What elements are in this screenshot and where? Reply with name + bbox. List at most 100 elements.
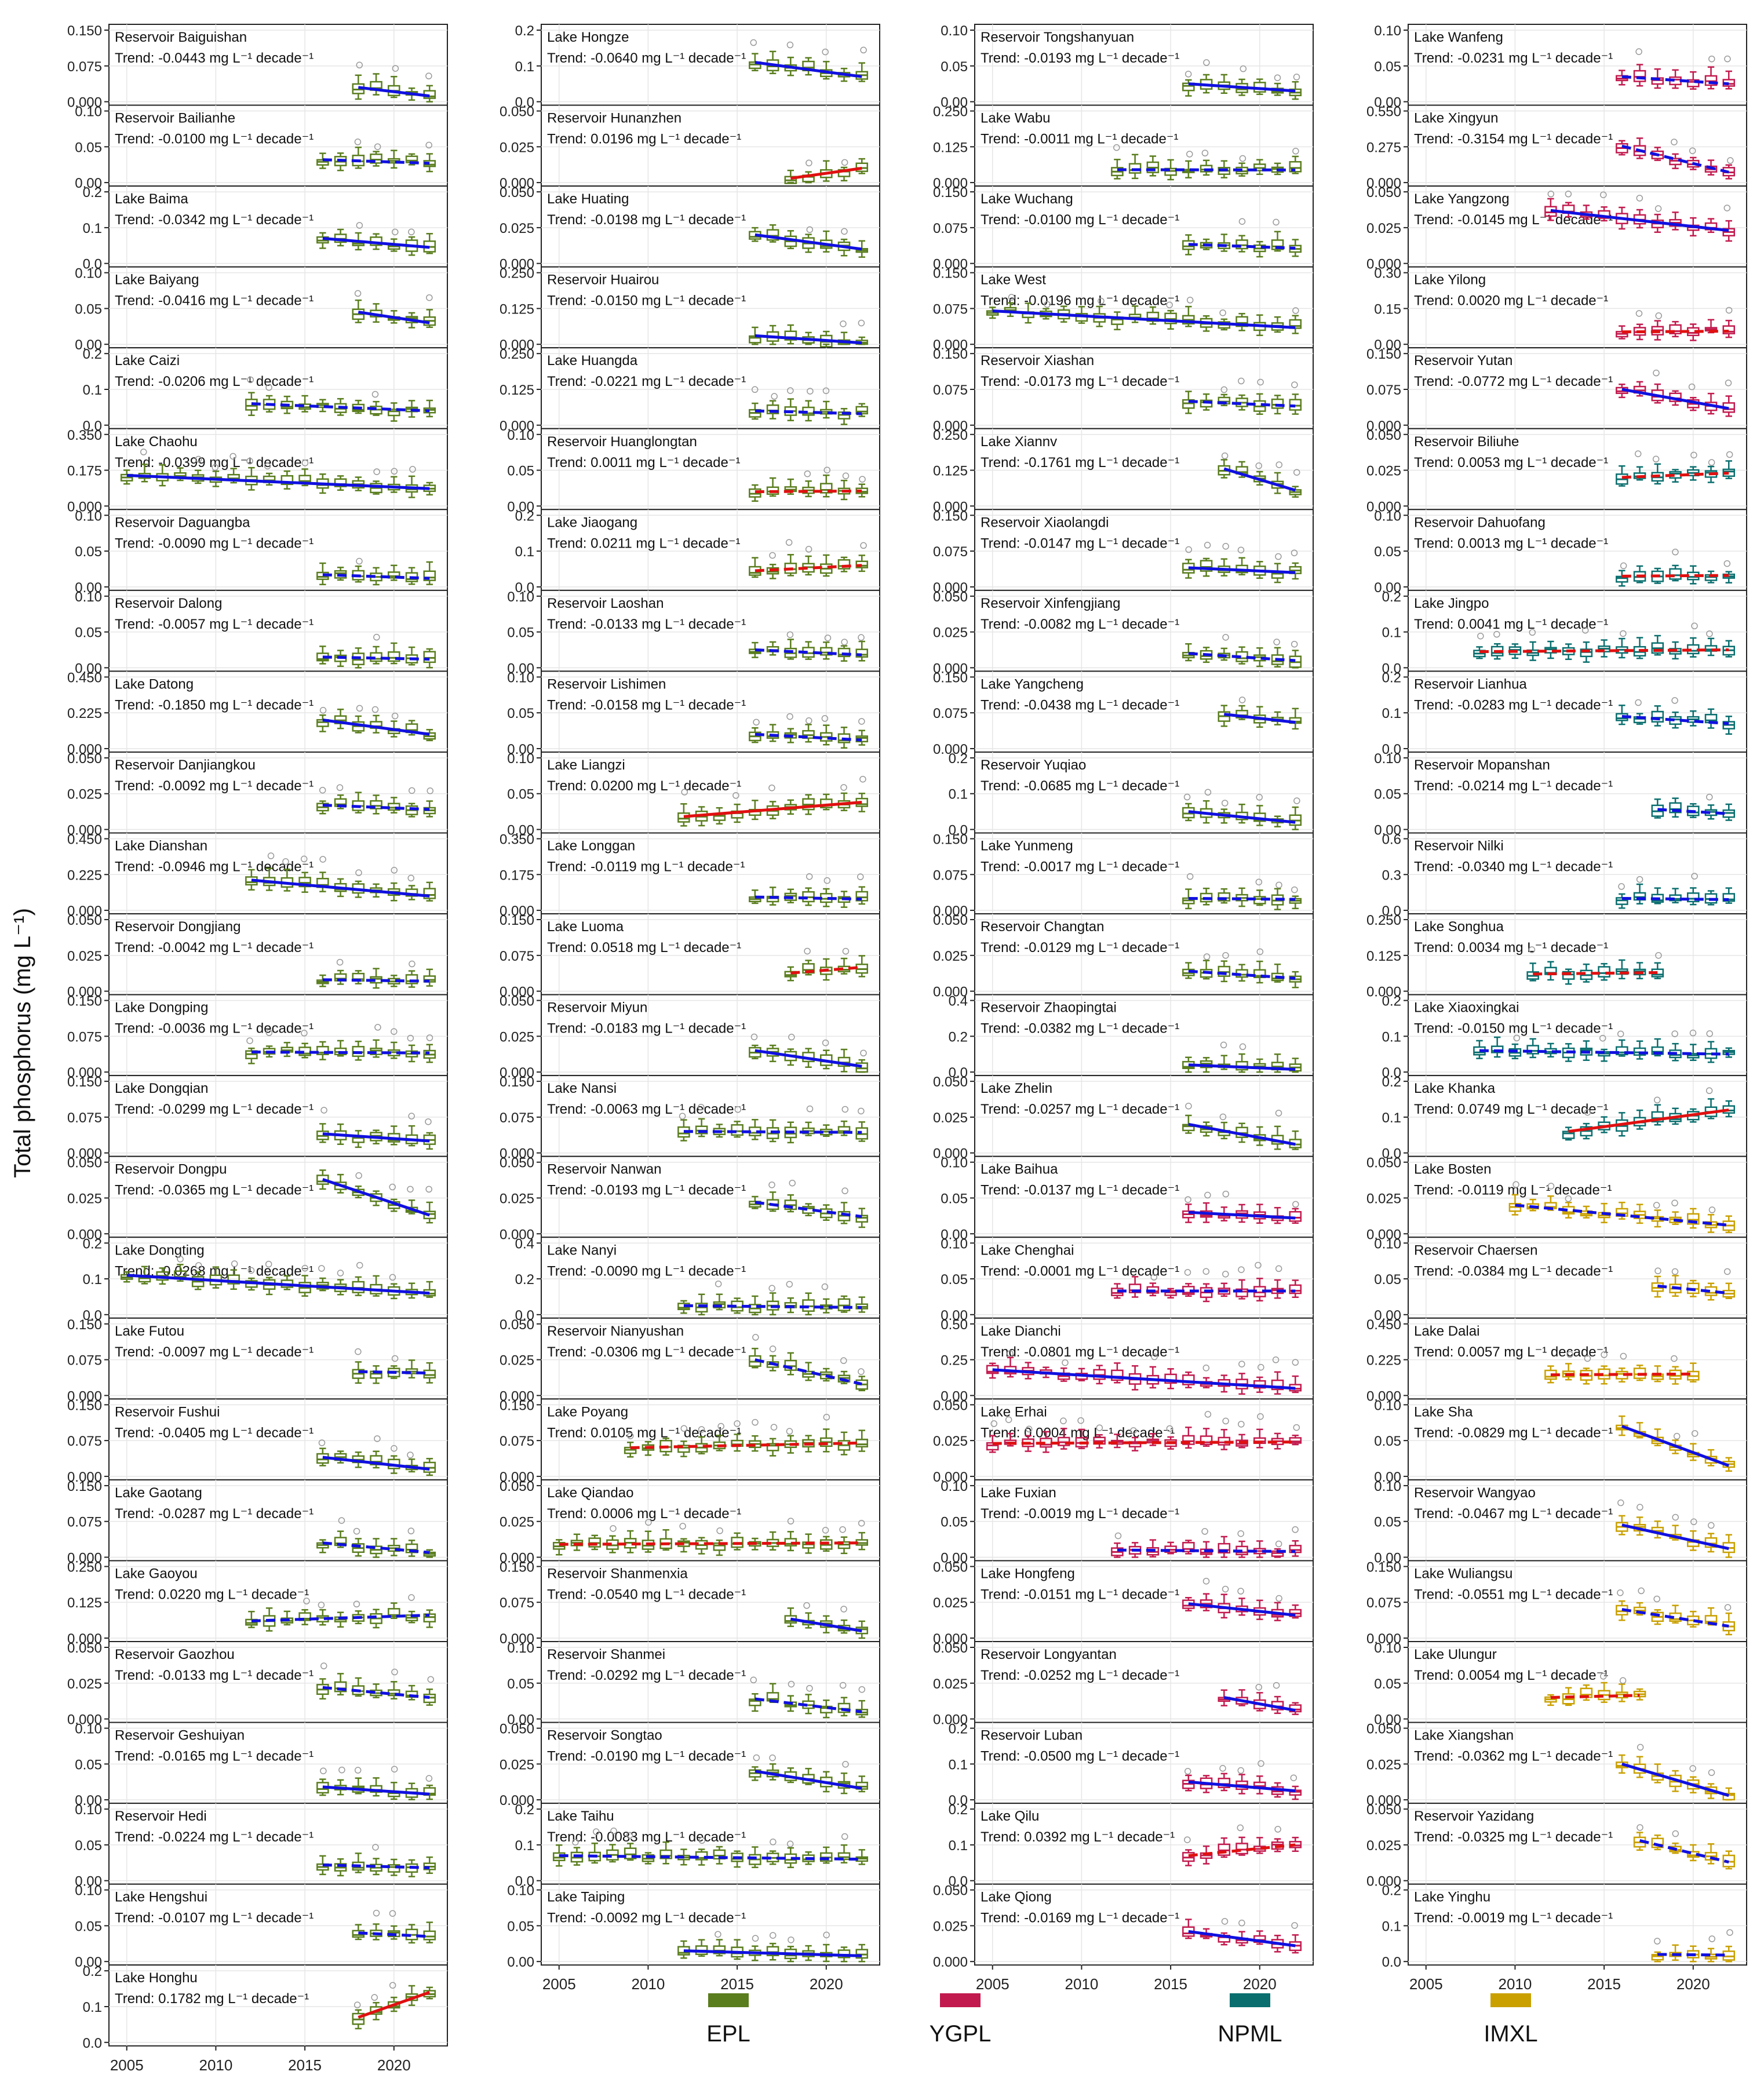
y-tick-label: 0.150	[67, 1074, 102, 1090]
panel-frame	[541, 913, 880, 995]
panel-frame	[541, 1641, 880, 1723]
y-tick-label: 0.10	[507, 670, 534, 685]
outlier	[1166, 301, 1173, 308]
y-tick-label: 0.450	[67, 832, 102, 848]
y-tick-label: 0.10	[75, 508, 102, 524]
outlier	[300, 855, 308, 863]
outlier	[391, 1355, 399, 1362]
panel-lake-wabu: 0.000 0.125 0.250 Lake Wabu Trend: -0.0011 m…	[933, 104, 1314, 191]
panel-frame	[974, 266, 1314, 349]
panel-title: Lake Nanyi	[547, 1242, 617, 1258]
panel-title: Reservoir Huanglongtan	[547, 434, 697, 450]
box-body	[405, 974, 418, 984]
y-tick-label: 0.000	[500, 1146, 534, 1162]
box-body	[855, 1781, 869, 1790]
outlier	[626, 1832, 633, 1839]
trend-line	[1188, 82, 1296, 93]
panel-reservoir-miyun: 0.000 0.025 0.050 Reservoir Miyun Trend: -0.…	[500, 994, 880, 1081]
trend-line	[322, 1785, 430, 1796]
y-tick-label: 0.000	[67, 742, 102, 757]
outlier	[408, 228, 415, 236]
y-tick-label: 0.05	[507, 625, 534, 641]
panel-title: Lake Dongting	[115, 1242, 205, 1258]
trend-line	[251, 878, 430, 898]
box-2019	[370, 468, 382, 495]
panel-lake-futou: 0.000 0.075 0.150 Lake Futou Trend: -0.0097 …	[67, 1317, 448, 1404]
outlier	[768, 784, 775, 792]
y-tick-label: 0.0	[515, 580, 534, 596]
y-tick-label: 0.050	[933, 913, 968, 928]
trend-line	[683, 1304, 862, 1309]
panel-frame	[541, 1398, 880, 1480]
y-tick-label: 0.150	[500, 913, 534, 928]
box-body	[423, 975, 436, 983]
box-2019	[370, 1365, 382, 1384]
outlier	[391, 1445, 398, 1452]
outlier	[407, 1452, 414, 1458]
box-2016	[316, 646, 329, 665]
panel-title: Lake Hengshui	[115, 1890, 207, 1905]
panel-trend: Trend: -0.0685 mg L⁻¹ decade⁻¹	[981, 778, 1179, 794]
box-body	[820, 483, 833, 494]
panel-title: Lake Xiannv	[981, 434, 1057, 450]
trend-line	[755, 61, 862, 78]
panel-lake-hengshui: 0.00 0.05 0.10 Lake Hengshui Trend: -0.0107 …	[75, 1883, 448, 1970]
panel-title: Reservoir Baiguishan	[115, 30, 247, 45]
box-2020	[1253, 240, 1266, 258]
outlier	[822, 1039, 829, 1046]
panel-trend: Trend: -0.0119 mg L⁻¹ decade⁻¹	[547, 859, 745, 875]
y-tick-label: 0.00	[507, 499, 534, 515]
outlier	[841, 159, 848, 166]
outlier	[1220, 386, 1228, 393]
y-tick-label: 0.000	[67, 1146, 102, 1162]
panel-title: Reservoir Nianyushan	[547, 1323, 684, 1339]
box-2018	[784, 169, 797, 184]
outlier	[785, 539, 793, 546]
outlier	[246, 1037, 253, 1044]
y-tick-label: 0.10	[75, 1722, 102, 1737]
outlier	[822, 1527, 829, 1534]
y-tick-label: 0.250	[500, 347, 534, 362]
box-2022	[423, 1362, 436, 1384]
y-tick-label: 0.2	[83, 1964, 102, 1979]
panel-trend: Trend: -0.0198 mg L⁻¹ decade⁻¹	[547, 212, 746, 228]
box-2019	[1235, 313, 1248, 331]
y-tick-label: 0.05	[75, 301, 102, 317]
y-tick-label: 0.000	[933, 499, 968, 515]
panel-reservoir-hedi: 0.00 0.05 0.10 Reservoir Hedi Trend: -0.0224…	[75, 1802, 448, 1890]
x-tick-label: 2010	[631, 1975, 665, 1993]
panel-frame	[974, 347, 1314, 429]
box-2019	[802, 470, 815, 498]
y-tick-label: 0.1	[515, 1838, 534, 1854]
box-2018	[352, 2001, 365, 2030]
box-2007	[588, 1534, 601, 1551]
outlier	[858, 1107, 865, 1115]
y-tick-label: 0.350	[67, 428, 102, 443]
outlier	[769, 552, 776, 559]
panel-trend: Trend: -0.0193 mg L⁻¹ decade⁻¹	[981, 50, 1179, 66]
panel-title: Reservoir Hunanzhen	[547, 111, 681, 126]
y-tick-label: 0.025	[933, 949, 968, 964]
box-body	[855, 1062, 869, 1073]
y-tick-label: 0.150	[67, 1317, 102, 1333]
outlier	[356, 1261, 363, 1269]
outlier	[338, 1766, 345, 1774]
panel-title: Reservoir Hedi	[115, 1808, 207, 1824]
outlier	[264, 462, 271, 470]
panel-title: Lake Longgan	[547, 838, 635, 854]
y-tick-label: 0.05	[507, 787, 534, 803]
box-2020	[388, 642, 400, 665]
outlier	[821, 1283, 829, 1290]
y-tick-label: 0.000	[500, 257, 534, 272]
box-body	[677, 1445, 690, 1453]
outlier	[212, 464, 219, 471]
box-2016	[316, 786, 329, 815]
trend-line	[755, 732, 862, 742]
y-tick-label: 0.075	[67, 1515, 102, 1530]
y-tick-label: 0.075	[500, 949, 534, 964]
panel-frame	[108, 670, 448, 753]
panel-trend: Trend: -0.0438 mg L⁻¹ decade⁻¹	[981, 697, 1179, 713]
